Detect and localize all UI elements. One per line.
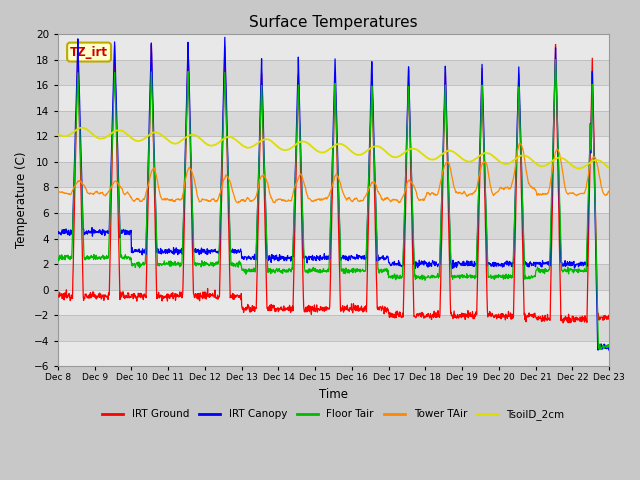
Bar [58,213,609,239]
Bar [58,264,609,289]
Bar [58,136,609,162]
Bar [58,162,609,187]
Bar [58,341,609,366]
Bar [58,289,609,315]
Bar [58,187,609,213]
X-axis label: Time: Time [319,388,348,401]
Title: Surface Temperatures: Surface Temperatures [249,15,418,30]
Bar [58,315,609,341]
Bar [58,34,609,60]
Bar [58,239,609,264]
Y-axis label: Temperature (C): Temperature (C) [15,152,28,249]
Text: TZ_irt: TZ_irt [70,46,108,59]
Legend: IRT Ground, IRT Canopy, Floor Tair, Tower TAir, TsoilD_2cm: IRT Ground, IRT Canopy, Floor Tair, Towe… [99,405,569,424]
Bar [58,111,609,136]
Bar [58,85,609,111]
Bar [58,60,609,85]
